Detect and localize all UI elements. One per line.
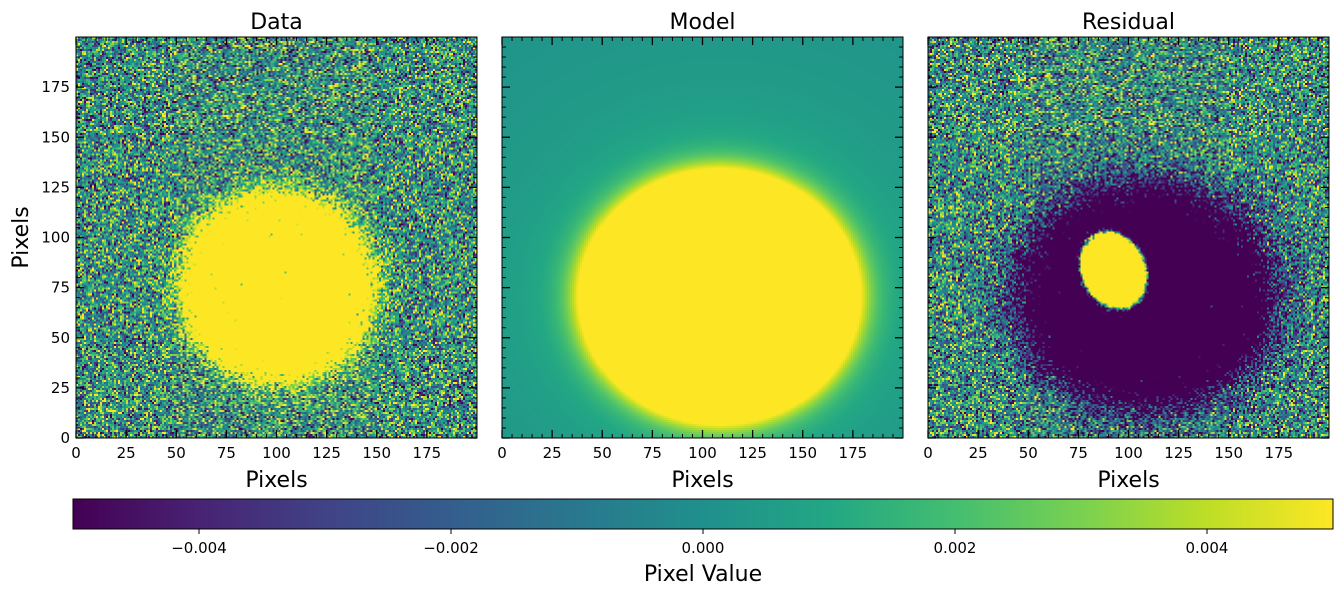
x-tick-label: 0 [497,444,507,462]
colorbar-tick-label: 0.004 [1186,539,1229,557]
y-tick-label: 125 [41,178,70,196]
x-tick-label: 50 [167,444,186,462]
residual-heatmap [928,37,1329,438]
axes-frame-2 [927,36,1330,439]
x-tick-label: 175 [413,444,442,462]
colorbar-tick-label: −0.002 [423,539,479,557]
y-tick-label: 150 [41,128,70,146]
x-tick-label: 150 [362,444,391,462]
colorbar-gradient [73,499,1333,529]
x-tick-label: 150 [1214,444,1243,462]
x-tick-label: 125 [312,444,341,462]
model-heatmap [502,37,903,438]
x-tick-label: 0 [71,444,81,462]
y-axis-label: Pixels [9,206,34,268]
x-axis-label: Pixels [671,468,733,493]
x-tick-label: 75 [217,444,236,462]
x-tick-label: 75 [643,444,662,462]
x-tick-label: 25 [543,444,562,462]
panel-title: Data [250,10,303,35]
x-tick-label: 100 [262,444,291,462]
x-tick-label: 150 [788,444,817,462]
x-tick-label: 125 [1164,444,1193,462]
x-tick-label: 25 [969,444,988,462]
x-tick-label: 0 [923,444,933,462]
y-tick-label: 175 [41,78,70,96]
x-axis-label: Pixels [245,468,307,493]
axes-frame-0 [75,36,478,439]
colorbar-label: Pixel Value [644,562,762,587]
x-tick-label: 50 [1019,444,1038,462]
x-axis-label: Pixels [1097,468,1159,493]
colorbar-tick-label: −0.004 [171,539,227,557]
y-tick-label: 0 [60,429,70,447]
y-tick-label: 75 [51,279,70,297]
x-tick-label: 75 [1069,444,1088,462]
panel-title: Residual [1082,10,1175,35]
x-tick-label: 25 [117,444,136,462]
y-tick-label: 25 [51,379,70,397]
x-tick-label: 175 [839,444,868,462]
colorbar-tick-label: 0.000 [682,539,725,557]
data-heatmap [76,37,477,438]
colorbar-tick-label: 0.002 [934,539,977,557]
colorbar-frame [72,498,1334,530]
x-tick-label: 100 [688,444,717,462]
y-tick-label: 50 [51,329,70,347]
panel-title: Model [669,10,735,35]
x-tick-label: 175 [1265,444,1294,462]
axes-frame-1 [501,36,904,439]
y-tick-label: 100 [41,229,70,247]
x-tick-label: 100 [1114,444,1143,462]
x-tick-label: 125 [738,444,767,462]
x-tick-label: 50 [593,444,612,462]
